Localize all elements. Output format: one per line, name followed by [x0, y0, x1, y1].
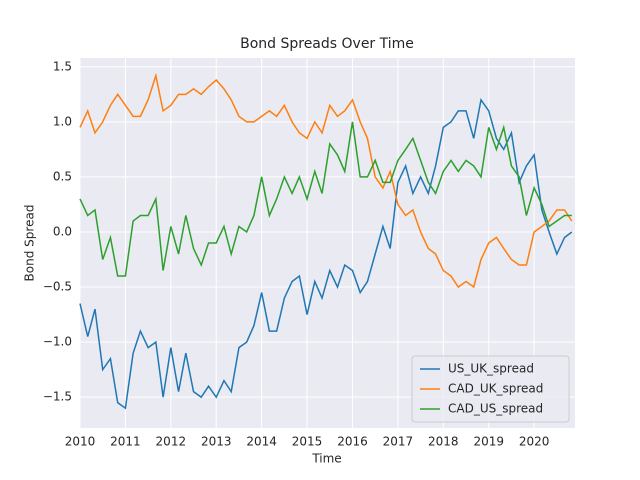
x-tick-label: 2018	[428, 435, 459, 449]
legend-label: CAD_UK_spread	[448, 382, 543, 396]
x-tick-label: 2013	[201, 435, 232, 449]
x-tick-label: 2015	[292, 435, 323, 449]
x-tick-label: 2016	[337, 435, 368, 449]
x-tick-label: 2010	[65, 435, 96, 449]
y-tick-label: 1.5	[53, 59, 72, 73]
series-line	[79, 121, 572, 277]
x-tick-label: 2017	[383, 435, 414, 449]
legend-label: US_UK_spread	[448, 362, 534, 376]
y-tick-label: 0.5	[53, 169, 72, 183]
series-line	[79, 72, 573, 289]
x-tick-label: 2020	[519, 435, 550, 449]
x-tick-label: 2019	[473, 435, 504, 449]
y-tick-label: −1.0	[43, 335, 72, 349]
series-line	[79, 97, 573, 410]
x-tick-label: 2014	[246, 435, 277, 449]
y-tick-label: 1.0	[53, 114, 72, 128]
y-tick-label: −1.5	[43, 390, 72, 404]
x-tick-label: 2011	[110, 435, 141, 449]
y-tick-label: −0.5	[43, 280, 72, 294]
y-tick-label: 0.0	[53, 224, 72, 238]
legend-box	[411, 355, 570, 423]
x-axis-label: Time	[311, 452, 341, 466]
legend-label: CAD_US_spread	[448, 402, 543, 416]
chart-title: Bond Spreads Over Time	[240, 36, 414, 52]
y-axis-label: Bond Spread	[23, 205, 37, 282]
x-tick-label: 2012	[156, 435, 187, 449]
